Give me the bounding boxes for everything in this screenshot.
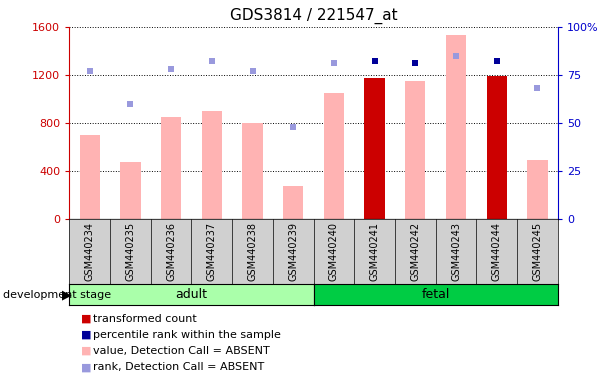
Bar: [80, 135, 100, 219]
Text: adult: adult: [175, 288, 207, 301]
Text: GSM440243: GSM440243: [451, 222, 461, 281]
Text: GSM440245: GSM440245: [532, 222, 543, 281]
Text: GSM440234: GSM440234: [84, 222, 95, 281]
Text: development stage: development stage: [3, 290, 111, 300]
Text: GSM440240: GSM440240: [329, 222, 339, 281]
Bar: [527, 160, 548, 219]
Text: ■: ■: [81, 362, 92, 372]
Bar: [487, 76, 507, 219]
Bar: [364, 78, 385, 219]
Text: fetal: fetal: [421, 288, 450, 301]
Bar: [324, 93, 344, 219]
Title: GDS3814 / 221547_at: GDS3814 / 221547_at: [230, 8, 397, 24]
Text: rank, Detection Call = ABSENT: rank, Detection Call = ABSENT: [93, 362, 265, 372]
Bar: [201, 111, 222, 219]
Bar: [283, 187, 303, 219]
Text: ■: ■: [81, 314, 92, 324]
Bar: [405, 81, 426, 219]
Bar: [120, 162, 140, 219]
Text: percentile rank within the sample: percentile rank within the sample: [93, 330, 282, 340]
Bar: [161, 117, 182, 219]
Text: GSM440235: GSM440235: [125, 222, 136, 281]
Text: ■: ■: [81, 346, 92, 356]
Text: GSM440239: GSM440239: [288, 222, 298, 281]
Text: GSM440244: GSM440244: [491, 222, 502, 281]
Text: ▶: ▶: [62, 288, 71, 301]
Bar: [242, 123, 263, 219]
Bar: [446, 35, 466, 219]
Text: transformed count: transformed count: [93, 314, 197, 324]
Text: value, Detection Call = ABSENT: value, Detection Call = ABSENT: [93, 346, 270, 356]
Text: GSM440237: GSM440237: [207, 222, 217, 281]
Text: GSM440242: GSM440242: [410, 222, 420, 281]
Text: GSM440241: GSM440241: [370, 222, 380, 281]
Text: ■: ■: [81, 330, 92, 340]
Text: GSM440238: GSM440238: [247, 222, 257, 281]
Text: GSM440236: GSM440236: [166, 222, 176, 281]
